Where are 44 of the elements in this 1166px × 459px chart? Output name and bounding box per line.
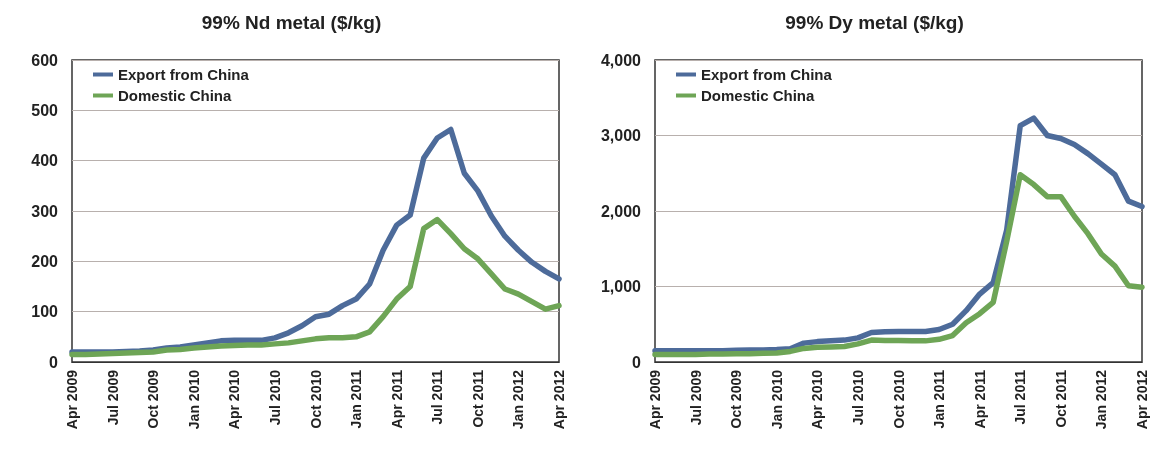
x-tick-label: Apr 2009: [64, 369, 80, 430]
y-tick-label: 300: [31, 202, 59, 220]
x-tick-label: Jan 2011: [348, 369, 365, 429]
x-tick-label: Oct 2010: [890, 369, 907, 429]
x-tick-label: Jan 2012: [510, 369, 527, 430]
x-tick-label: Jul 2009: [687, 369, 704, 426]
x-tick-label: Jan 2012: [1093, 369, 1110, 430]
chart-title: 99% Nd metal ($/kg): [201, 12, 382, 33]
y-tick-label: 500: [31, 101, 59, 119]
x-tick-label: Jul 2010: [849, 369, 866, 426]
legend-label: Export from China: [701, 66, 833, 83]
x-tick-label: Oct 2011: [469, 369, 486, 428]
x-tick-label: Jul 2010: [266, 369, 283, 426]
y-tick-label: 100: [31, 303, 59, 321]
x-tick-label: Apr 2011: [388, 369, 405, 429]
x-tick-label: Jan 2010: [185, 369, 202, 430]
x-tick-label: Apr 2010: [809, 369, 826, 430]
x-tick-label: Oct 2010: [307, 369, 324, 429]
x-tick-label: Jan 2010: [768, 369, 785, 430]
x-tick-label: Jul 2009: [104, 369, 121, 426]
x-tick-label: Oct 2011: [1052, 369, 1069, 428]
y-tick-label: 3,000: [600, 127, 642, 144]
x-tick-label: Jul 2011: [1012, 369, 1029, 425]
legend-label: Domestic China: [701, 87, 816, 104]
x-tick-label: Apr 2012: [551, 369, 567, 430]
legend-label: Export from China: [118, 66, 250, 83]
x-tick-label: Apr 2010: [226, 369, 243, 430]
y-tick-label: 400: [31, 152, 59, 170]
x-tick-label: Oct 2009: [145, 369, 162, 429]
x-tick-label: Oct 2009: [728, 369, 745, 429]
y-tick-label: 4,000: [600, 51, 642, 69]
y-tick-label: 2,000: [600, 202, 642, 220]
y-tick-label: 1,000: [600, 278, 642, 295]
y-tick-label: 600: [31, 51, 59, 69]
y-tick-label: 0: [49, 353, 59, 371]
x-tick-label: Jul 2011: [429, 369, 446, 425]
legend-label: Domestic China: [118, 87, 233, 104]
x-tick-label: Apr 2009: [647, 369, 663, 430]
x-tick-label: Apr 2012: [1134, 369, 1150, 430]
x-tick-label: Jan 2011: [931, 369, 948, 429]
x-tick-label: Apr 2011: [971, 369, 988, 429]
y-tick-label: 0: [632, 353, 642, 371]
y-tick-label: 200: [31, 252, 59, 270]
chart-title: 99% Dy metal ($/kg): [785, 12, 964, 33]
